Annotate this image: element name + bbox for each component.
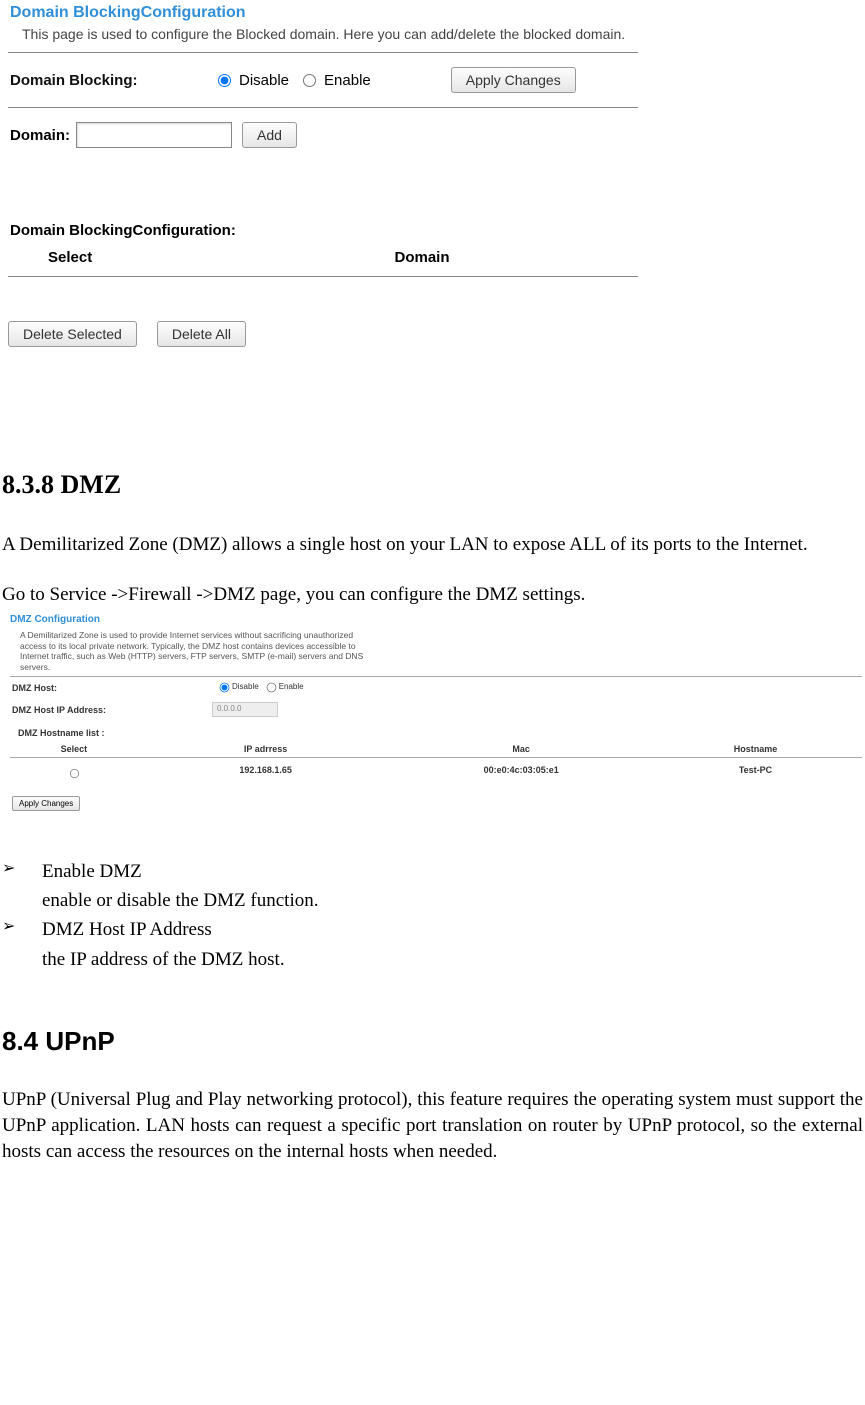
row-mac: 00:e0:4c:03:05:e1 xyxy=(393,764,649,783)
dmz-host-label: DMZ Host: xyxy=(12,682,212,694)
enable-label: Enable xyxy=(324,72,371,89)
divider xyxy=(8,52,638,53)
dmz-disable-label: Disable xyxy=(232,682,259,693)
dmz-apply-button[interactable]: Apply Changes xyxy=(12,796,80,811)
dmz-panel-description: A Demilitarized Zone is used to provide … xyxy=(10,629,370,677)
domain-input[interactable] xyxy=(76,122,232,148)
bullet-icon: ➢ xyxy=(2,857,42,882)
list-item: ➢ Enable DMZ enable or disable the DMZ f… xyxy=(2,857,863,916)
dmz-bullet-list: ➢ Enable DMZ enable or disable the DMZ f… xyxy=(2,857,863,975)
dmz-enable-label: Enable xyxy=(279,682,304,693)
dmz-host-row: DMZ Host: Disable Enable xyxy=(10,677,862,698)
list-item: ➢ DMZ Host IP Address the IP address of … xyxy=(2,915,863,974)
upnp-para: UPnP (Universal Plug and Play networking… xyxy=(2,1087,863,1164)
config-table-header: Select Domain xyxy=(8,243,638,272)
disable-label: Disable xyxy=(239,72,289,89)
dmz-ip-value: 0.0.0.0 xyxy=(212,702,278,717)
th-mac: Mac xyxy=(393,743,649,755)
domain-input-row: Domain: Add xyxy=(8,112,638,158)
blocking-radio-group: Disable Enable xyxy=(210,72,371,89)
bullet-icon: ➢ xyxy=(2,915,42,940)
row-select-radio[interactable] xyxy=(70,769,79,778)
dmz-enable-radio[interactable] xyxy=(266,683,276,693)
add-button[interactable]: Add xyxy=(242,122,297,148)
delete-selected-button[interactable]: Delete Selected xyxy=(8,321,137,347)
document-body: 8.3.8 DMZ A Demilitarized Zone (DMZ) all… xyxy=(0,467,865,1164)
disable-radio[interactable] xyxy=(218,74,231,87)
panel-description: This page is used to configure the Block… xyxy=(8,24,638,48)
th-ip: IP adrress xyxy=(138,743,394,755)
th-hostname: Hostname xyxy=(649,743,862,755)
dmz-table-header: Select IP adrress Mac Hostname xyxy=(10,741,862,758)
row-hostname: Test-PC xyxy=(649,764,862,783)
divider xyxy=(8,276,638,277)
dmz-heading: 8.3.8 DMZ xyxy=(2,467,863,502)
th-select: Select xyxy=(8,249,395,266)
upnp-heading: 8.4 UPnP xyxy=(2,1024,863,1059)
row-ip: 192.168.1.65 xyxy=(138,764,394,783)
th-select: Select xyxy=(10,743,138,755)
delete-button-row: Delete Selected Delete All xyxy=(8,281,638,347)
domain-blocking-panel: Domain BlockingConfiguration This page i… xyxy=(8,0,638,347)
dmz-table-row: 192.168.1.65 00:e0:4c:03:05:e1 Test-PC xyxy=(10,758,862,789)
th-domain: Domain xyxy=(395,249,679,266)
bullet-desc: the IP address of the DMZ host. xyxy=(42,945,863,974)
row-select xyxy=(10,764,138,783)
dmz-disable-radio[interactable] xyxy=(220,683,230,693)
bullet-title: Enable DMZ xyxy=(42,857,863,886)
dmz-config-panel: DMZ Configuration A Demilitarized Zone i… xyxy=(10,611,862,816)
enable-radio[interactable] xyxy=(303,74,316,87)
delete-all-button[interactable]: Delete All xyxy=(157,321,246,347)
dmz-list-title: DMZ Hostname list : xyxy=(10,721,862,741)
dmz-para1: A Demilitarized Zone (DMZ) allows a sing… xyxy=(2,532,863,558)
domain-label: Domain: xyxy=(10,127,70,144)
apply-changes-button[interactable]: Apply Changes xyxy=(451,67,576,93)
bullet-desc: enable or disable the DMZ function. xyxy=(42,886,863,915)
dmz-ip-label: DMZ Host IP Address: xyxy=(12,704,212,716)
dmz-para2: Go to Service ->Firewall ->DMZ page, you… xyxy=(2,582,863,608)
domain-blocking-row: Domain Blocking: Disable Enable Apply Ch… xyxy=(8,57,638,103)
bullet-title: DMZ Host IP Address xyxy=(42,915,863,944)
domain-blocking-label: Domain Blocking: xyxy=(10,72,210,89)
config-table-title: Domain BlockingConfiguration: xyxy=(8,218,638,243)
dmz-ip-row: DMZ Host IP Address: 0.0.0.0 xyxy=(10,698,862,721)
panel-title: Domain BlockingConfiguration xyxy=(8,0,638,24)
dmz-panel-title: DMZ Configuration xyxy=(10,611,862,629)
divider xyxy=(8,107,638,108)
